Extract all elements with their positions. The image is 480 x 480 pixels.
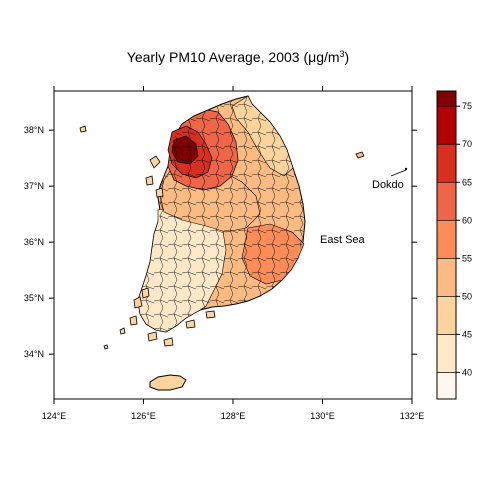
region-boundaries [138,96,305,332]
chart-title: Yearly PM10 Average, 2003 (μg/m3) [127,49,349,65]
legend-tick-label: 50 [462,291,472,301]
east-sea-label: East Sea [320,234,366,246]
ulleung-island [355,151,365,159]
y-tick-label: 34°N [24,349,44,359]
x-tick-label: 128°E [221,411,246,421]
legend-swatch [436,90,457,107]
legend-swatch [436,219,457,259]
legend-swatch [436,334,457,373]
legend-swatch [436,296,457,335]
legend-tick-label: 70 [462,139,472,149]
y-axis-right [412,129,417,355]
legend-tick-label: 65 [462,177,472,187]
x-tick-label: 132°E [400,411,425,421]
x-tick-label: 124°E [42,411,67,421]
color-legend: 40 45 50 55 60 65 70 75 [436,90,472,400]
y-tick-label: 37°N [24,181,44,191]
legend-swatch [436,372,457,400]
dokdo-pointer [390,169,407,177]
western-islands [79,125,216,350]
dokdo-island [404,167,408,171]
x-axis-bottom: 124°E 126°E 128°E 130°E 132°E [42,399,425,421]
legend-tick-label: 40 [462,367,472,377]
jeju-island [149,374,187,391]
legend-tick-label: 75 [462,101,472,111]
legend-frame [436,90,457,400]
legend-tick-label: 55 [462,253,472,263]
y-axis-left: 34°N 35°N 36°N 37°N 38°N [24,125,54,359]
legend-swatch [436,105,457,145]
legend-ticks: 40 45 50 55 60 65 70 75 [456,101,472,377]
y-tick-label: 38°N [24,125,44,135]
x-tick-label: 126°E [131,411,156,421]
legend-swatches [436,90,457,400]
y-tick-label: 35°N [24,293,44,303]
x-tick-label: 130°E [310,411,335,421]
x-axis-top [53,86,413,91]
dokdo-label: Dokdo [372,179,404,191]
legend-swatch [436,143,457,183]
legend-tick-label: 60 [462,215,472,225]
legend-tick-label: 45 [462,329,472,339]
map-panel: Dokdo East Sea 124°E 126°E 128°E 130°E 132°E… [24,86,424,421]
legend-swatch [436,258,457,297]
y-tick-label: 36°N [24,237,44,247]
legend-swatch [436,181,457,221]
